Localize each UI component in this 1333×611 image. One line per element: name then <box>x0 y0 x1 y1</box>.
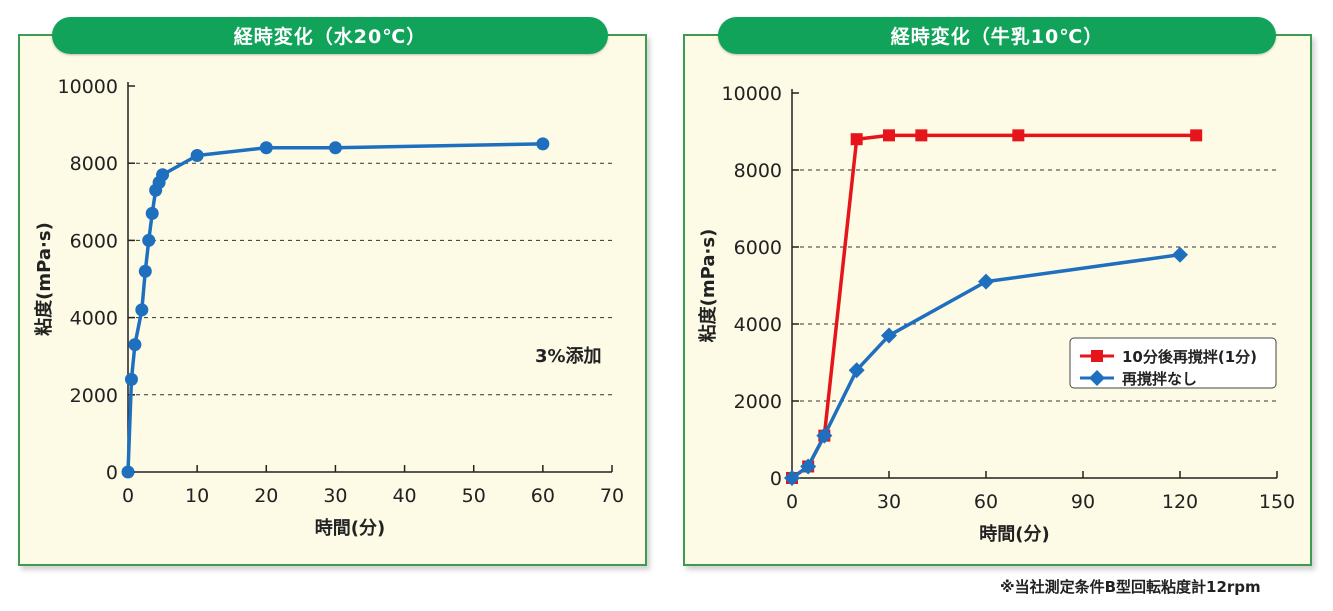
data-point <box>135 303 149 317</box>
x-tick-label: 30 <box>877 491 901 513</box>
x-axis-label: 時間(分) <box>315 518 385 539</box>
y-tick-label: 2000 <box>70 385 118 407</box>
data-point <box>848 362 865 379</box>
data-point <box>816 427 833 444</box>
y-tick-label: 0 <box>106 462 118 484</box>
legend-marker <box>1091 350 1103 362</box>
data-point <box>138 264 152 278</box>
data-point <box>881 327 897 344</box>
y-axis-label: 粘度(mPa·s) <box>697 229 719 343</box>
x-tick-label: 90 <box>1071 491 1095 513</box>
chart-annotation: 3%添加 <box>535 345 602 367</box>
data-point <box>142 233 156 247</box>
data-point <box>536 137 550 151</box>
y-axis-label: 粘度(mPa·s) <box>33 222 55 336</box>
data-point <box>1190 129 1203 142</box>
y-tick-label: 6000 <box>734 237 782 259</box>
data-point <box>156 168 170 182</box>
footnote: ※当社測定条件B型回転粘度計12rpm <box>1000 578 1261 596</box>
series-line-0 <box>790 133 1197 480</box>
chart-panel-water <box>18 34 647 566</box>
x-tick-label: 0 <box>122 485 134 507</box>
legend-label: 10分後再撹拌(1分) <box>1122 348 1257 366</box>
x-tick-label: 60 <box>974 491 998 513</box>
data-point <box>190 148 204 162</box>
data-point <box>124 372 138 386</box>
data-point <box>121 465 135 479</box>
data-point <box>883 129 895 142</box>
legend-marker <box>1089 370 1105 386</box>
y-tick-label: 10000 <box>58 76 118 98</box>
x-tick-label: 60 <box>531 485 555 507</box>
data-point <box>1172 246 1188 263</box>
y-tick-label: 6000 <box>70 230 118 252</box>
x-tick-label: 150 <box>1259 491 1295 513</box>
data-point <box>850 133 863 146</box>
y-tick-label: 4000 <box>70 308 118 330</box>
data-point <box>978 273 994 290</box>
x-tick-label: 120 <box>1162 491 1198 513</box>
y-tick-label: 10000 <box>722 83 782 105</box>
data-point <box>784 470 800 486</box>
y-tick-label: 2000 <box>734 391 782 413</box>
legend-label: 再撹拌なし <box>1122 370 1197 388</box>
data-point <box>1012 129 1025 142</box>
y-tick-label: 4000 <box>734 314 782 336</box>
data-point <box>259 141 273 155</box>
x-tick-label: 30 <box>323 485 347 507</box>
x-axis-label: 時間(分) <box>979 524 1049 545</box>
chart-title-water: 経時変化（水20℃） <box>52 17 608 54</box>
data-point <box>328 141 342 155</box>
data-point <box>915 129 928 142</box>
x-tick-label: 50 <box>462 485 486 507</box>
x-tick-label: 20 <box>254 485 278 507</box>
x-tick-label: 40 <box>392 485 416 507</box>
y-tick-label: 8000 <box>734 160 782 182</box>
y-tick-label: 0 <box>770 468 782 490</box>
x-tick-label: 10 <box>185 485 209 507</box>
data-point <box>128 338 142 352</box>
x-tick-label: 0 <box>786 491 798 513</box>
data-point <box>145 206 159 220</box>
data-point <box>800 458 817 475</box>
legend-box <box>1069 337 1277 389</box>
y-tick-label: 8000 <box>70 153 118 175</box>
x-tick-label: 70 <box>600 485 624 507</box>
chart-title-milk: 経時変化（牛乳10℃） <box>718 17 1276 54</box>
